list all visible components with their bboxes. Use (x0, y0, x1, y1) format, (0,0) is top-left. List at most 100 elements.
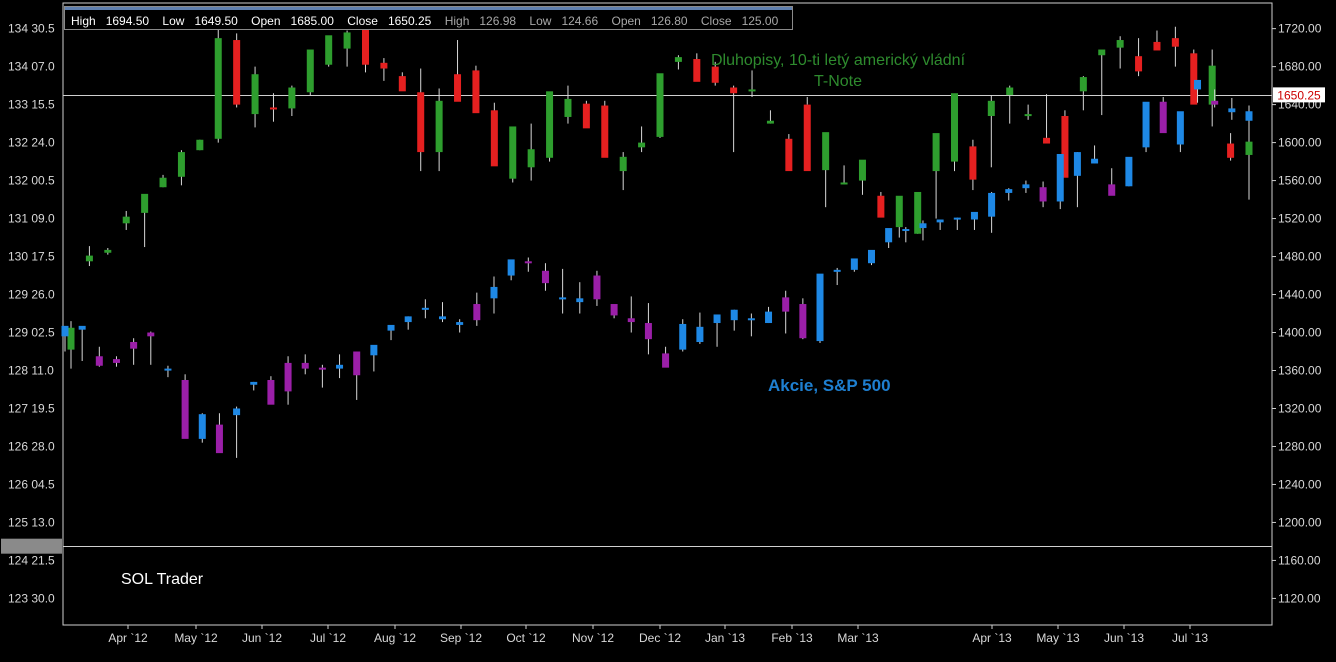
bond-candle (380, 58, 388, 81)
bond-body (1208, 65, 1216, 105)
info-bar-items: High 1694.50 Low 1649.50 Open 1685.00 Close… (71, 14, 788, 28)
stock-candle (353, 351, 361, 400)
stock-body (1125, 156, 1133, 187)
bond-body (214, 38, 222, 139)
left-axis-tick-label: 134 07.0 (8, 60, 55, 74)
bond-candle (398, 72, 406, 92)
bond-body (656, 73, 664, 137)
bond-body (122, 216, 130, 224)
stock-body (456, 322, 464, 325)
bond-body (766, 120, 774, 124)
stock-candle (1211, 89, 1219, 108)
bond-candle (159, 174, 167, 188)
bond-body (969, 146, 977, 180)
bond-candle (766, 110, 774, 124)
bond-body (509, 126, 517, 179)
stock-body (284, 362, 292, 392)
stock-candle (936, 219, 944, 230)
left-axis-tick-label: 126 28.0 (8, 439, 55, 453)
bond-body (546, 91, 554, 158)
stock-body (61, 325, 69, 337)
x-axis-tick-label: May `13 (1036, 631, 1080, 645)
left-axis-tick-label: 127 19.5 (8, 401, 55, 415)
watermark: SOL Trader (121, 571, 204, 588)
stock-candle (267, 376, 275, 405)
stock-body (130, 342, 138, 349)
stock-candle (130, 338, 138, 365)
bond-candle (325, 35, 333, 67)
bond-candle (104, 248, 112, 255)
stock-candle (524, 257, 532, 272)
stock-body (147, 332, 155, 337)
bond-body (1153, 41, 1161, 51)
bond-body (1061, 116, 1069, 178)
bond-candle (951, 93, 958, 172)
bond-body (840, 182, 848, 185)
left-axis-tick-label: 124 21.5 (8, 553, 55, 567)
stock-candle (61, 325, 69, 352)
bond-body (472, 70, 480, 114)
stock-body (1194, 79, 1202, 90)
right-axis-tick-label: 1240.00 (1278, 477, 1322, 491)
stock-candle (593, 270, 601, 306)
bond-body (674, 57, 682, 62)
bond-body (67, 327, 75, 350)
bond-body (877, 195, 885, 218)
price-tag: 1650.25 (1273, 87, 1325, 103)
bond-body (454, 74, 462, 102)
x-axis-tick-label: Jan `13 (705, 631, 745, 645)
stock-candle (1091, 145, 1099, 164)
x-axis-tick-label: Jun `13 (1104, 631, 1144, 645)
sp-high-value: 1694.50 (105, 14, 150, 28)
stock-candle (696, 312, 704, 344)
stock-candle (1005, 188, 1013, 201)
sp-open-value: 1685.00 (290, 14, 334, 28)
bond-high-value: 126.98 (479, 14, 517, 28)
bond-body (269, 107, 277, 110)
stock-body (541, 270, 549, 284)
x-axis-tick-label: Dec `12 (639, 631, 681, 645)
x-axis: Apr `12 May `12 Jun `12 Jul `12 Aug `12 Sep `… (108, 625, 1208, 645)
bond-candle (1006, 85, 1014, 124)
stock-body (1245, 111, 1253, 121)
stock-body (850, 258, 858, 270)
stock-candle (1159, 97, 1167, 134)
bond-body (638, 142, 646, 148)
stock-body (1005, 189, 1013, 193)
stock-body (473, 304, 481, 321)
bond-candle (527, 123, 535, 181)
bond-body (822, 132, 830, 171)
stock-candle (233, 406, 241, 458)
stock-candle (336, 354, 344, 379)
bond-candle (785, 134, 793, 172)
stock-body (267, 379, 275, 405)
bond-candle (1153, 30, 1161, 51)
bond-body (417, 92, 425, 153)
x-axis-tick-label: Nov `12 (572, 631, 614, 645)
stock-candle (421, 299, 429, 319)
bond-body (1116, 40, 1124, 48)
bond-body (159, 177, 167, 188)
bond-body (1135, 56, 1143, 72)
stock-candle (988, 191, 996, 233)
bond-open-value: 126.80 (650, 14, 688, 28)
stock-body (387, 324, 395, 331)
bond-candle (343, 30, 351, 67)
stock-body (1228, 108, 1236, 113)
bond-body (619, 156, 627, 172)
right-axis-tick-label: 1680.00 (1278, 60, 1322, 74)
bond-candle (141, 193, 149, 248)
bond-body (1171, 38, 1179, 47)
stock-candle (885, 228, 893, 249)
x-axis-tick-label: Apr `13 (972, 631, 1012, 645)
stock-candle (919, 220, 927, 241)
left-axis-tick-label: 129 26.0 (8, 288, 55, 302)
bond-candle (435, 88, 443, 172)
right-axis-tick-label: 1520.00 (1278, 212, 1322, 226)
bond-candle (1135, 38, 1143, 77)
x-axis-tick-label: Oct `12 (506, 631, 546, 645)
stock-body (816, 273, 824, 342)
stock-candle (541, 263, 549, 291)
bond-candle (1190, 49, 1198, 105)
